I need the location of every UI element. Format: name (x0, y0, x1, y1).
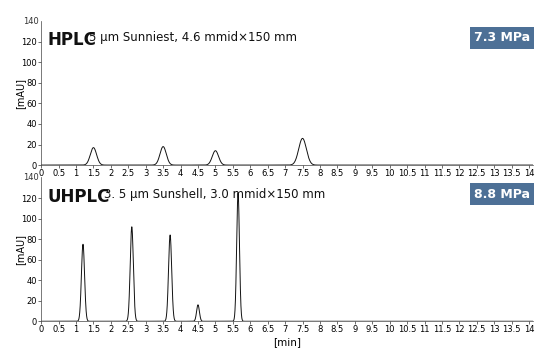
Text: 140: 140 (23, 17, 39, 26)
Text: UHPLC: UHPLC (47, 187, 109, 206)
Text: 8.8 MPa: 8.8 MPa (474, 187, 530, 201)
Text: 140: 140 (23, 173, 39, 182)
Y-axis label: [mAU]: [mAU] (15, 78, 25, 109)
Y-axis label: [mAU]: [mAU] (15, 234, 25, 265)
Text: 7.3 MPa: 7.3 MPa (474, 31, 530, 44)
Text: HPLC: HPLC (47, 31, 96, 49)
Text: 5 μm Sunniest, 4.6 mmid×150 mm: 5 μm Sunniest, 4.6 mmid×150 mm (89, 31, 297, 44)
X-axis label: [min]: [min] (273, 181, 301, 191)
Text: 3. 5 μm Sunshell, 3.0 mmid×150 mm: 3. 5 μm Sunshell, 3.0 mmid×150 mm (104, 187, 325, 201)
X-axis label: [min]: [min] (273, 337, 301, 347)
